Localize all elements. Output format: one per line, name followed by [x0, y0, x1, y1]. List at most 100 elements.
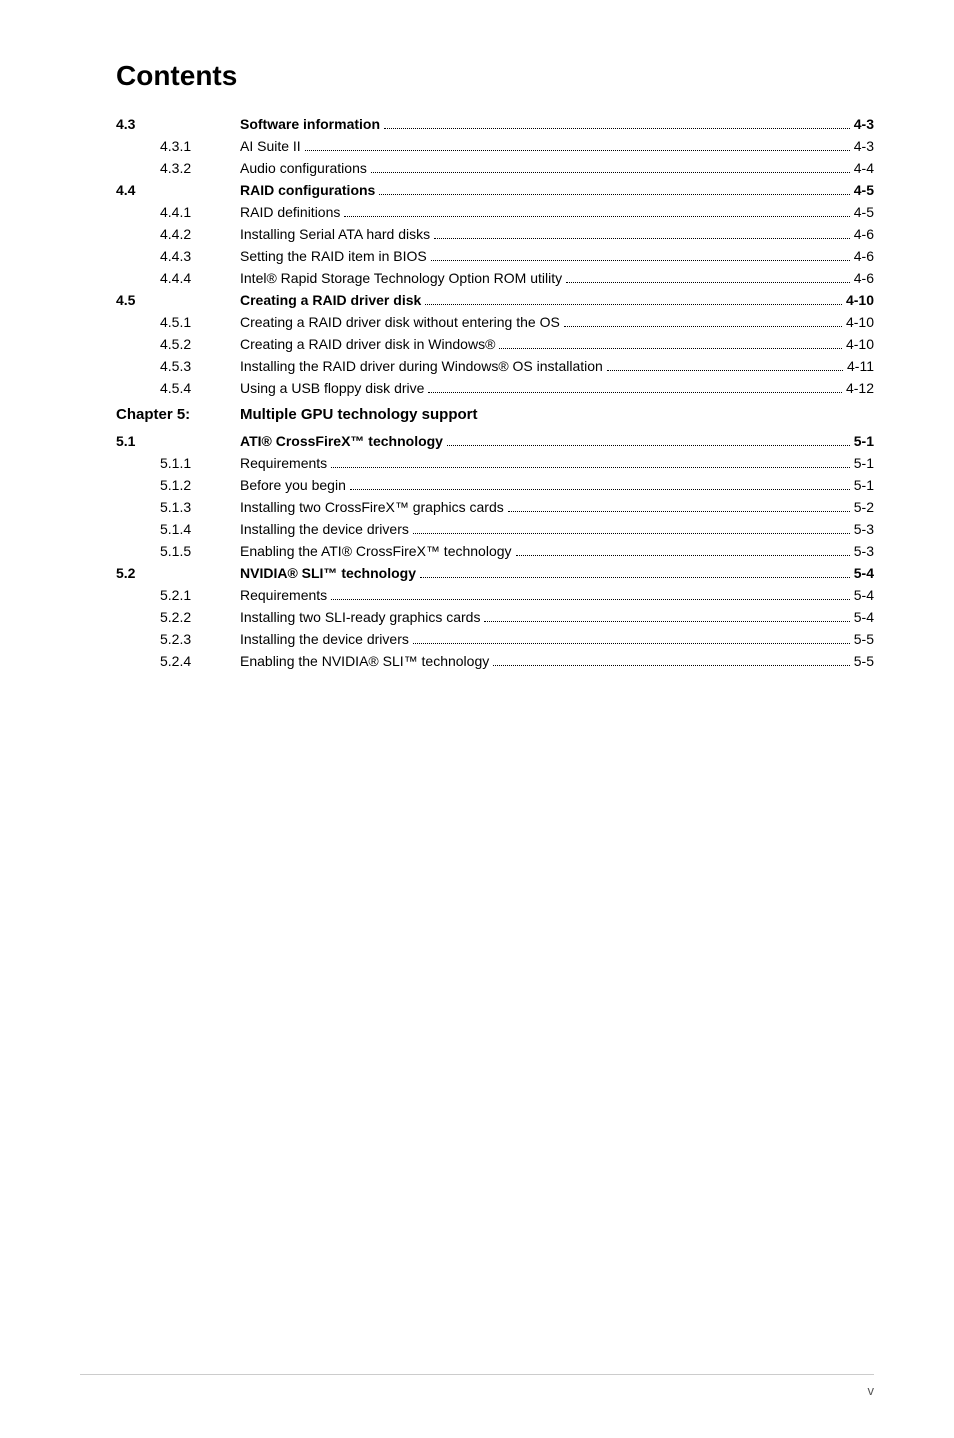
toc-entry-label: NVIDIA® SLI™ technology [240, 565, 416, 581]
toc-leader [434, 238, 850, 239]
toc-row: 5.1 ATI® CrossFireX™ technology 5-1 [80, 433, 874, 449]
toc-leader [379, 194, 849, 195]
toc-subsection-number: 4.5.1 [160, 314, 240, 330]
toc-section-number: 5.2 [80, 565, 160, 581]
toc-subsection-number: 5.1.2 [160, 477, 240, 493]
toc-subsection-number: 5.1.1 [160, 455, 240, 471]
toc-row: 4.4.1RAID definitions4-5 [80, 204, 874, 220]
toc-entry-label: Installing two CrossFireX™ graphics card… [240, 499, 504, 515]
toc-page-number: 4-6 [854, 248, 874, 264]
toc-page-number: 5-1 [854, 433, 874, 449]
toc-entry-label: Creating a RAID driver disk in Windows® [240, 336, 495, 352]
toc-entry-label: RAID configurations [240, 182, 375, 198]
toc-page-number: 5-2 [854, 499, 874, 515]
toc-row: 4.5 Creating a RAID driver disk 4-10 [80, 292, 874, 308]
toc-row: 5.2.3Installing the device drivers 5-5 [80, 631, 874, 647]
toc-leader [371, 172, 850, 173]
toc-leader [331, 467, 850, 468]
toc-row: 5.1.1Requirements 5-1 [80, 455, 874, 471]
toc-row: 4.4RAID configurations4-5 [80, 182, 874, 198]
toc-leader [344, 216, 849, 217]
toc-entry-label: Intel® Rapid Storage Technology Option R… [240, 270, 562, 286]
toc-row: 4.4.2Installing Serial ATA hard disks4-6 [80, 226, 874, 242]
toc-page-number: 5-5 [854, 631, 874, 647]
chapter-title: Multiple GPU technology support [240, 406, 478, 423]
toc-page-number: 5-4 [854, 609, 874, 625]
toc-row: 5.1.5Enabling the ATI® CrossFireX™ techn… [80, 543, 874, 559]
toc-leader [350, 489, 850, 490]
toc-page-number: 5-1 [854, 477, 874, 493]
toc-page-number: 5-5 [854, 653, 874, 669]
toc-subsection-number: 4.5.3 [160, 358, 240, 374]
toc-leader [331, 599, 850, 600]
toc-subsection-number: 5.2.4 [160, 653, 240, 669]
toc-page-number: 4-12 [846, 380, 874, 396]
toc-entry-label: Installing the device drivers [240, 521, 409, 537]
toc-leader [413, 643, 850, 644]
toc-row: 4.5.4Using a USB floppy disk drive4-12 [80, 380, 874, 396]
toc-page-number: 5-3 [854, 521, 874, 537]
toc-entry-label: ATI® CrossFireX™ technology [240, 433, 443, 449]
toc-subsection-number: 4.3.1 [160, 138, 240, 154]
toc-page-number: 4-10 [846, 336, 874, 352]
toc-subsection-number: 4.3.2 [160, 160, 240, 176]
toc-subsection-number: 5.1.5 [160, 543, 240, 559]
toc-leader [428, 392, 842, 393]
toc-row: 4.3.1AI Suite II4-3 [80, 138, 874, 154]
toc-subsection-number: 5.2.3 [160, 631, 240, 647]
toc-subsection-number: 5.1.4 [160, 521, 240, 537]
toc-row: 4.5.2Creating a RAID driver disk in Wind… [80, 336, 874, 352]
toc-leader [607, 370, 843, 371]
toc-subsection-number: 5.1.3 [160, 499, 240, 515]
toc-entry-label: Enabling the NVIDIA® SLI™ technology [240, 653, 489, 669]
toc-row: 5.2.2Installing two SLI-ready graphics c… [80, 609, 874, 625]
toc-leader [508, 511, 850, 512]
toc-row: 5.2.4Enabling the NVIDIA® SLI™ technolog… [80, 653, 874, 669]
toc-row: 5.1.4Installing the device drivers 5-3 [80, 521, 874, 537]
toc-entry-label: Software information [240, 116, 380, 132]
toc-entry-label: Creating a RAID driver disk [240, 292, 421, 308]
toc-page-number: 4-3 [854, 138, 874, 154]
chapter-label: Chapter 5: [80, 406, 240, 423]
toc-page-number: 4-3 [854, 116, 874, 132]
toc-page-number: 5-4 [854, 587, 874, 603]
toc-subsection-number: 4.4.4 [160, 270, 240, 286]
toc-leader [305, 150, 850, 151]
toc-section-number: 4.5 [80, 292, 160, 308]
toc-leader [425, 304, 842, 305]
toc-leader [493, 665, 850, 666]
page-title: Contents [116, 60, 874, 92]
toc-entry-label: Installing the device drivers [240, 631, 409, 647]
toc-subsection-number: 5.2.2 [160, 609, 240, 625]
toc-page-number: 5-1 [854, 455, 874, 471]
toc-leader [499, 348, 842, 349]
toc-page-number: 4-10 [846, 314, 874, 330]
toc-row: 4.5.3Installing the RAID driver during W… [80, 358, 874, 374]
toc-page-number: 4-6 [854, 226, 874, 242]
toc-subsection-number: 4.4.1 [160, 204, 240, 220]
toc-section-number: 4.3 [80, 116, 160, 132]
toc-subsection-number: 4.5.4 [160, 380, 240, 396]
toc-row: 5.2.1Requirements5-4 [80, 587, 874, 603]
toc-page-number: 4-10 [846, 292, 874, 308]
page-number: v [868, 1383, 875, 1398]
toc-section-number: 5.1 [80, 433, 160, 449]
toc-row: 4.5.1Creating a RAID driver disk without… [80, 314, 874, 330]
toc-entry-label: Requirements [240, 455, 327, 471]
page-footer: v [80, 1374, 874, 1398]
toc-entry-label: Before you begin [240, 477, 346, 493]
toc-row: 5.2 NVIDIA® SLI™ technology 5-4 [80, 565, 874, 581]
toc-entry-label: Installing two SLI-ready graphics cards [240, 609, 480, 625]
toc-leader [384, 128, 850, 129]
toc-subsection-number: 4.4.3 [160, 248, 240, 264]
toc-leader [484, 621, 849, 622]
toc-row: 4.4.4Intel® Rapid Storage Technology Opt… [80, 270, 874, 286]
toc-page-number: 5-4 [854, 565, 874, 581]
toc-page-number: 4-5 [854, 182, 874, 198]
toc-page-number: 4-4 [854, 160, 874, 176]
toc-leader [566, 282, 850, 283]
toc-subsection-number: 4.5.2 [160, 336, 240, 352]
toc-entry-label: Audio configurations [240, 160, 367, 176]
toc-page-number: 4-6 [854, 270, 874, 286]
chapter-heading: Chapter 5:Multiple GPU technology suppor… [80, 406, 874, 423]
